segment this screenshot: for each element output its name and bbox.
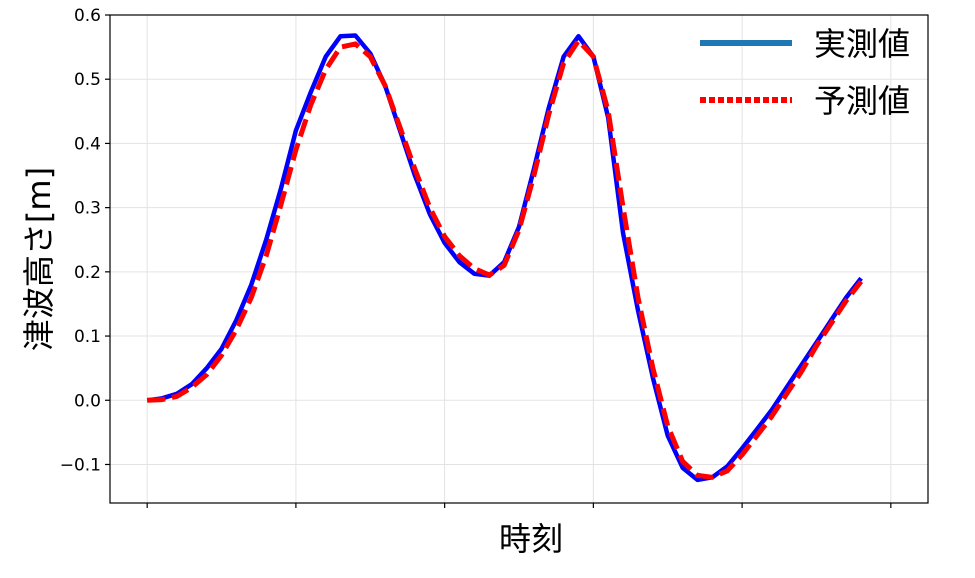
y-tick-label: −0.1 xyxy=(60,455,101,475)
y-tick-label: 0.6 xyxy=(74,6,101,26)
grid-lines xyxy=(110,14,928,503)
axis-ticks: −0.1 0.0 0.1 0.2 0.3 0.4 0.5 0.6 xyxy=(60,6,892,508)
y-tick-label: 0.4 xyxy=(74,134,101,154)
y-tick-label: 0.2 xyxy=(74,263,101,283)
x-axis-label: 時刻 xyxy=(499,520,563,558)
y-tick-label: 0.1 xyxy=(74,327,101,347)
legend-label-measured: 実測値 xyxy=(814,25,910,63)
y-tick-label: 0.3 xyxy=(74,199,101,219)
series-lines xyxy=(146,33,864,483)
legend-label-predicted: 予測値 xyxy=(814,82,910,120)
plot-frame xyxy=(109,14,929,504)
y-tick-label: 0.0 xyxy=(74,391,101,411)
y-tick-label: 0.5 xyxy=(74,70,101,90)
y-axis-label: 津波高さ[m] xyxy=(20,167,58,351)
series-line-predicted xyxy=(147,38,864,480)
legend: 実測値 予測値 xyxy=(700,25,910,120)
